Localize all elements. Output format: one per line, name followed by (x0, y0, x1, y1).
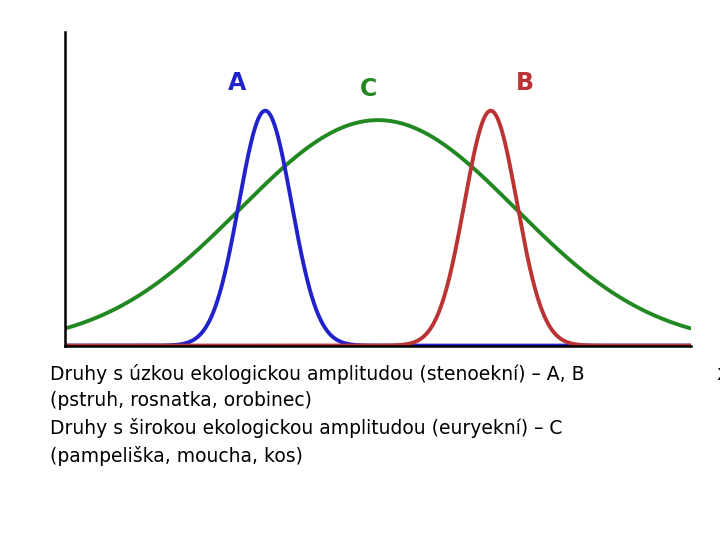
Text: A: A (228, 71, 246, 95)
Text: (pstruh, rosnatka, orobinec): (pstruh, rosnatka, orobinec) (50, 392, 312, 410)
Text: Druhy s úzkou ekologickou amplitudou (stenoekní) – A, B: Druhy s úzkou ekologickou amplitudou (st… (50, 364, 585, 384)
Text: x: x (716, 364, 720, 384)
Text: Druhy s širokou ekologickou amplitudou (euryekní) – C: Druhy s širokou ekologickou amplitudou (… (50, 418, 563, 438)
Text: C: C (360, 77, 377, 102)
Text: (pampeliška, moucha, kos): (pampeliška, moucha, kos) (50, 446, 303, 465)
Text: B: B (516, 71, 534, 95)
